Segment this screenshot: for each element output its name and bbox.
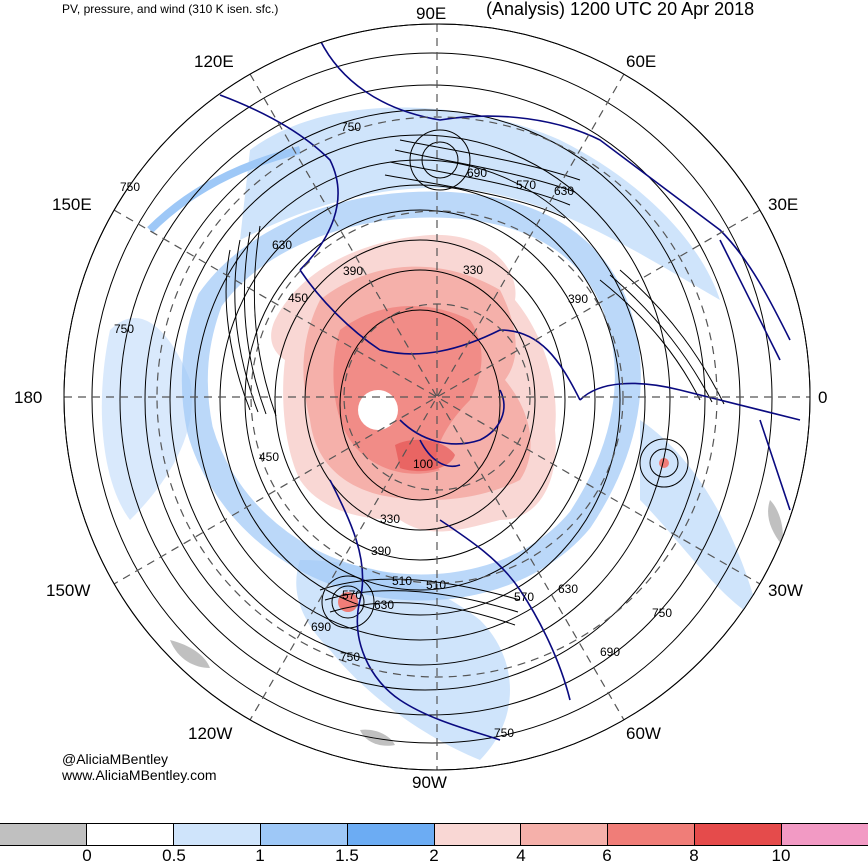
lon-label-90W: 90W <box>412 773 447 792</box>
lon-label-60W: 60W <box>626 724 661 743</box>
colorbar-tick-label: 10 <box>771 846 791 865</box>
lon-label-120W: 120W <box>188 724 233 743</box>
pv-shading <box>64 24 810 770</box>
contour-label: 450 <box>288 291 309 305</box>
pv-low-pacific <box>338 592 358 612</box>
contour-label: 630 <box>554 184 575 198</box>
contour-label: 390 <box>371 544 392 558</box>
contour-label: 750 <box>341 120 362 134</box>
contour-label: 630 <box>374 598 395 612</box>
colorbar-tick-label: 1 <box>255 846 265 865</box>
contour-label: 330 <box>380 512 401 526</box>
contour-label: 390 <box>343 264 364 278</box>
colorbar-tick-label: 2 <box>429 846 439 865</box>
coastlines <box>219 39 801 741</box>
colorbar-swatch <box>782 824 868 845</box>
colorbar-tick-label: 8 <box>689 846 699 865</box>
lon-label-150W: 150W <box>46 581 91 600</box>
header-run-title: (Analysis) 1200 UTC 20 Apr 2018 <box>486 0 755 19</box>
pv-grey-patch-1 <box>170 640 210 668</box>
contour-label: 630 <box>558 582 579 596</box>
contour-label: 450 <box>259 450 280 464</box>
colorbar-tick-label: 1.5 <box>335 846 359 865</box>
colorbar-swatch <box>347 824 435 845</box>
colorbar-swatch <box>608 824 696 845</box>
colorbar-tick-label: 6 <box>602 846 612 865</box>
contour-label: 750 <box>652 606 673 620</box>
header-product-title: PV, pressure, and wind (310 K isen. sfc.… <box>62 2 279 16</box>
pv-blue-west <box>101 318 192 520</box>
colorbar-tick-label: 0 <box>82 846 92 865</box>
pv-grey-patch-3 <box>360 729 395 746</box>
pv-low-atlantic <box>659 458 669 468</box>
pv-grey-patch-2 <box>768 500 783 545</box>
contour-label: 100 <box>413 457 434 471</box>
colorbar <box>0 823 868 846</box>
lon-label-150E: 150E <box>52 195 92 214</box>
pv-red-core <box>333 306 482 474</box>
lon-label-180: 180 <box>14 388 43 407</box>
contour-label: 630 <box>272 238 293 252</box>
credit-handle: @AliciaMBentley <box>62 751 169 767</box>
pv-blue-east <box>640 420 760 620</box>
colorbar-swatch <box>0 824 87 845</box>
colorbar-swatch <box>260 824 348 845</box>
contour-label: 690 <box>467 166 488 180</box>
lon-label-30W: 30W <box>768 581 803 600</box>
graticule <box>64 24 810 770</box>
colorbar-tick-label: 0.5 <box>162 846 186 865</box>
pressure-contours <box>91 52 773 744</box>
contour-label: 750 <box>494 726 515 740</box>
contour-label: 330 <box>463 263 484 277</box>
colorbar-swatch <box>173 824 261 845</box>
lon-label-90E: 90E <box>416 4 447 23</box>
pv-blue-ring <box>181 191 641 601</box>
contour-label: 690 <box>600 645 621 659</box>
colorbar-swatch <box>86 824 174 845</box>
lon-label-120E: 120E <box>194 52 234 71</box>
contour-label: 510 <box>392 574 413 588</box>
colorbar-swatch <box>695 824 783 845</box>
contour-label: 750 <box>114 322 135 336</box>
contour-label: 750 <box>340 650 361 664</box>
lon-label-0: 0 <box>818 388 828 407</box>
contour-label: 570 <box>516 178 537 192</box>
contour-label: 510 <box>426 578 447 592</box>
contour-label: 690 <box>311 620 332 634</box>
contour-label: 570 <box>342 588 363 602</box>
polar-map <box>63 23 811 771</box>
colorbar-swatch <box>521 824 609 845</box>
contour-label: 750 <box>120 180 141 194</box>
pv-blue-arc-nw <box>147 146 301 233</box>
credit-website: www.AliciaMBentley.com <box>62 767 217 783</box>
contour-label: 390 <box>568 292 589 306</box>
colorbar-swatch <box>434 824 522 845</box>
colorbar-tick-label: 4 <box>516 846 526 865</box>
lon-label-60E: 60E <box>626 52 657 71</box>
pv-white-hole <box>358 390 398 430</box>
pv-blue-north <box>240 107 720 300</box>
contour-label: 570 <box>514 590 535 604</box>
lon-label-30E: 30E <box>768 195 799 214</box>
